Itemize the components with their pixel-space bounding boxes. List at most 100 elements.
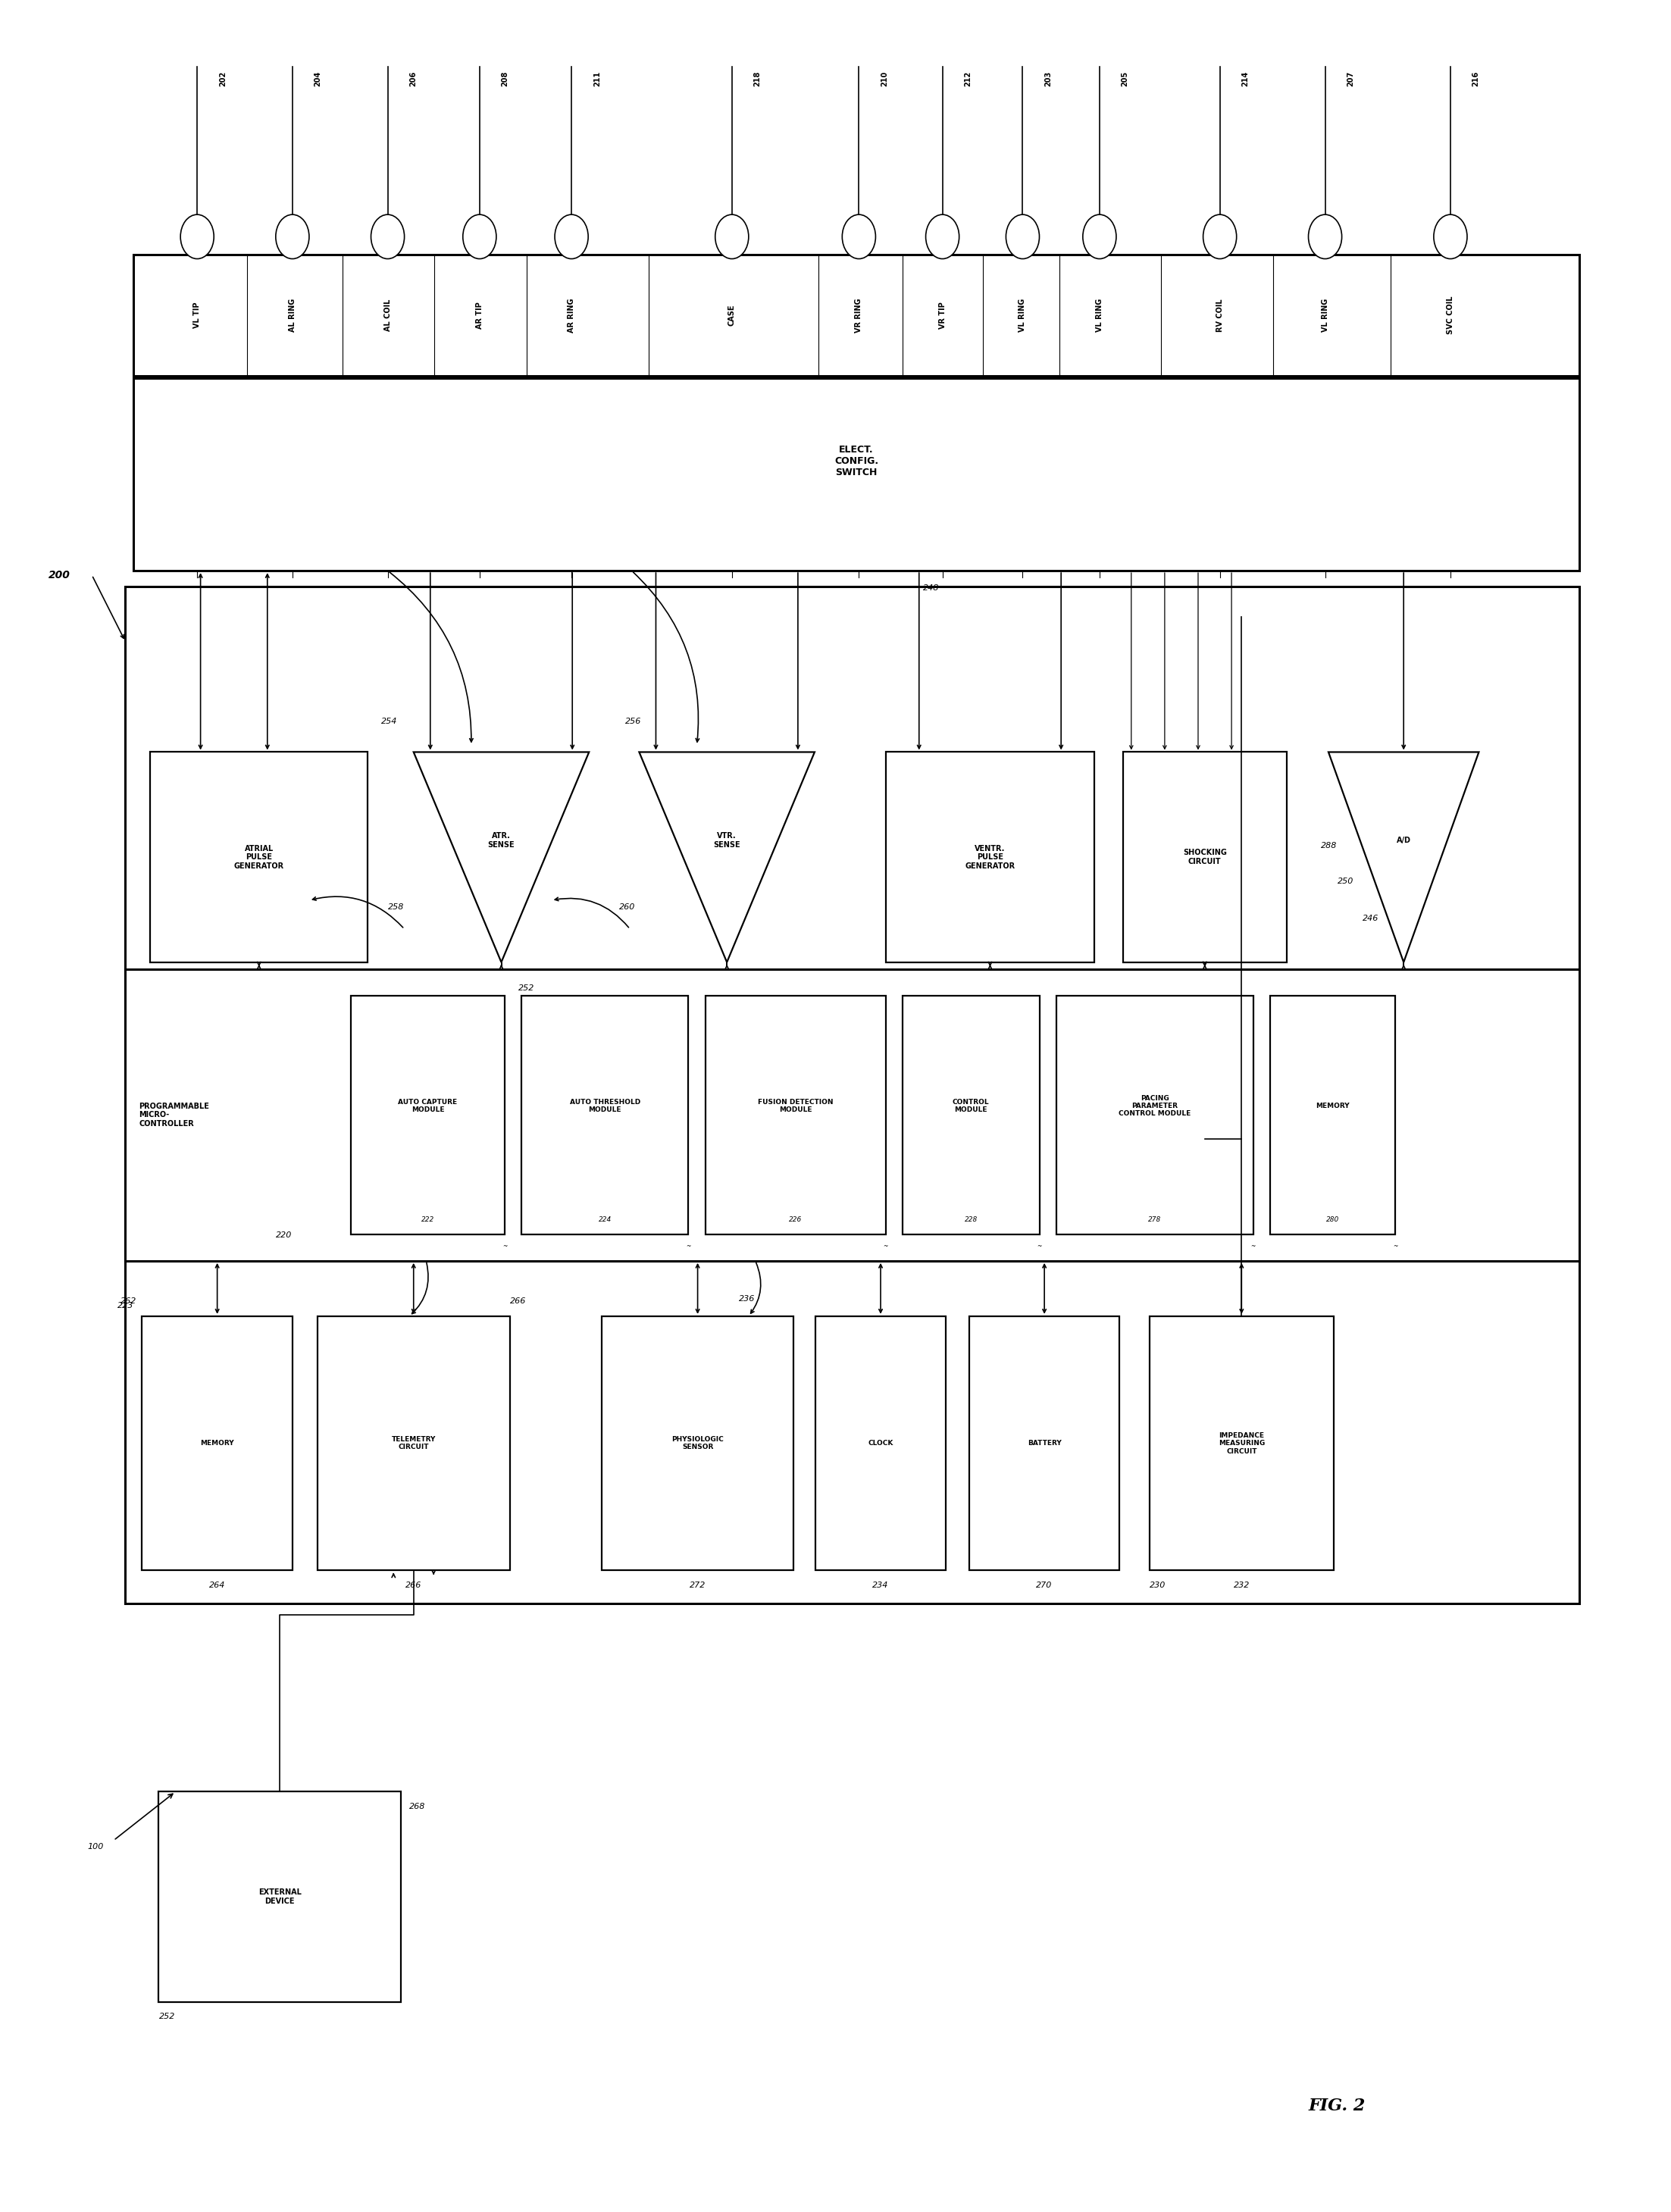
Text: 212: 212	[964, 71, 973, 86]
Text: IMPEDANCE
MEASURING
CIRCUIT: IMPEDANCE MEASURING CIRCUIT	[1218, 1431, 1265, 1455]
Text: 100: 100	[87, 1843, 104, 1851]
Text: 226: 226	[789, 1217, 802, 1223]
Text: PROGRAMMABLE
MICRO-
CONTROLLER: PROGRAMMABLE MICRO- CONTROLLER	[139, 1102, 209, 1128]
Text: AL RING: AL RING	[289, 299, 296, 332]
Circle shape	[1308, 215, 1342, 259]
Bar	[150, 752, 368, 962]
Bar	[1123, 752, 1287, 962]
Text: ATR.
SENSE: ATR. SENSE	[488, 832, 515, 849]
Bar	[159, 1792, 401, 2002]
Circle shape	[1434, 215, 1467, 259]
Text: ~: ~	[1038, 1243, 1041, 1250]
Polygon shape	[1328, 752, 1479, 962]
Text: ELECT.
CONFIG.
SWITCH: ELECT. CONFIG. SWITCH	[834, 445, 879, 478]
Text: VR TIP: VR TIP	[939, 301, 946, 330]
Circle shape	[1083, 215, 1116, 259]
Text: 223: 223	[117, 1303, 134, 1310]
Text: 205: 205	[1121, 71, 1130, 86]
Text: 208: 208	[501, 71, 510, 86]
Bar	[134, 378, 1579, 571]
Text: 280: 280	[1327, 1217, 1338, 1223]
Circle shape	[180, 215, 214, 259]
Bar	[1056, 995, 1253, 1234]
Circle shape	[463, 215, 496, 259]
Text: 268: 268	[409, 1803, 426, 1809]
Text: 234: 234	[872, 1582, 889, 1588]
Text: 266: 266	[510, 1298, 526, 1305]
Text: ~: ~	[1252, 1243, 1255, 1250]
Text: VL RING: VL RING	[1019, 299, 1026, 332]
Text: 266: 266	[406, 1582, 421, 1588]
Text: 218: 218	[754, 71, 762, 86]
Bar	[142, 1316, 292, 1571]
Text: 278: 278	[1148, 1217, 1161, 1223]
Text: PHYSIOLOGIC
SENSOR: PHYSIOLOGIC SENSOR	[672, 1436, 724, 1451]
Circle shape	[1203, 215, 1237, 259]
Text: VENTR.
PULSE
GENERATOR: VENTR. PULSE GENERATOR	[966, 845, 1014, 869]
Text: VL TIP: VL TIP	[194, 303, 201, 327]
Text: AUTO THRESHOLD
MODULE: AUTO THRESHOLD MODULE	[570, 1099, 640, 1113]
Circle shape	[555, 215, 588, 259]
Text: 288: 288	[1320, 843, 1337, 849]
Text: 202: 202	[219, 71, 227, 86]
Text: 252: 252	[159, 2013, 175, 2020]
Text: 258: 258	[388, 902, 404, 911]
Text: ~: ~	[884, 1243, 887, 1250]
Bar	[521, 995, 688, 1234]
Text: MEMORY: MEMORY	[201, 1440, 234, 1447]
Bar	[705, 995, 886, 1234]
Text: ~: ~	[503, 1243, 506, 1250]
Text: 252: 252	[518, 984, 535, 991]
Text: 204: 204	[314, 71, 323, 86]
Text: AR TIP: AR TIP	[476, 301, 483, 330]
Text: 260: 260	[618, 902, 635, 911]
Text: 203: 203	[1044, 71, 1053, 86]
Bar	[134, 254, 1579, 376]
Text: BATTERY: BATTERY	[1028, 1440, 1061, 1447]
Text: TELEMETRY
CIRCUIT: TELEMETRY CIRCUIT	[391, 1436, 436, 1451]
Text: 200: 200	[48, 571, 70, 580]
Circle shape	[842, 215, 876, 259]
Text: 264: 264	[209, 1582, 226, 1588]
Bar	[351, 995, 505, 1234]
Text: SHOCKING
CIRCUIT: SHOCKING CIRCUIT	[1183, 849, 1227, 865]
Text: 206: 206	[409, 71, 418, 86]
Text: PACING
PARAMETER
CONTROL MODULE: PACING PARAMETER CONTROL MODULE	[1118, 1095, 1191, 1117]
Polygon shape	[638, 752, 815, 962]
Text: VR RING: VR RING	[856, 299, 862, 332]
Text: 248: 248	[924, 584, 939, 591]
Text: 216: 216	[1472, 71, 1481, 86]
Text: RV COIL: RV COIL	[1216, 299, 1223, 332]
Text: 220: 220	[276, 1232, 292, 1239]
Text: VTR.
SENSE: VTR. SENSE	[714, 832, 740, 849]
Text: MEMORY: MEMORY	[1315, 1102, 1350, 1110]
Text: CASE: CASE	[729, 305, 735, 325]
Text: AL COIL: AL COIL	[384, 299, 391, 332]
Bar	[815, 1316, 946, 1571]
Bar	[886, 752, 1095, 962]
Circle shape	[276, 215, 309, 259]
Text: VL RING: VL RING	[1322, 299, 1328, 332]
Text: SVC COIL: SVC COIL	[1447, 296, 1454, 334]
Text: 222: 222	[421, 1217, 434, 1223]
Text: AR RING: AR RING	[568, 299, 575, 332]
Text: CLOCK: CLOCK	[867, 1440, 894, 1447]
Text: 232: 232	[1233, 1582, 1250, 1588]
Text: 224: 224	[598, 1217, 612, 1223]
Text: ATRIAL
PULSE
GENERATOR: ATRIAL PULSE GENERATOR	[234, 845, 284, 869]
Text: 214: 214	[1242, 71, 1250, 86]
Text: 236: 236	[739, 1296, 755, 1303]
Text: A/D: A/D	[1397, 836, 1410, 845]
Text: 210: 210	[881, 71, 889, 86]
Text: 254: 254	[381, 719, 398, 726]
Text: 262: 262	[120, 1298, 137, 1305]
Text: 230: 230	[1150, 1582, 1166, 1588]
Polygon shape	[414, 752, 588, 962]
Bar	[1270, 995, 1395, 1234]
Text: AUTO CAPTURE
MODULE: AUTO CAPTURE MODULE	[398, 1099, 458, 1113]
Text: ~: ~	[687, 1243, 690, 1250]
Text: VL RING: VL RING	[1096, 299, 1103, 332]
Text: 270: 270	[1036, 1582, 1053, 1588]
Text: 256: 256	[625, 719, 642, 726]
Text: EXTERNAL
DEVICE: EXTERNAL DEVICE	[259, 1889, 301, 1905]
